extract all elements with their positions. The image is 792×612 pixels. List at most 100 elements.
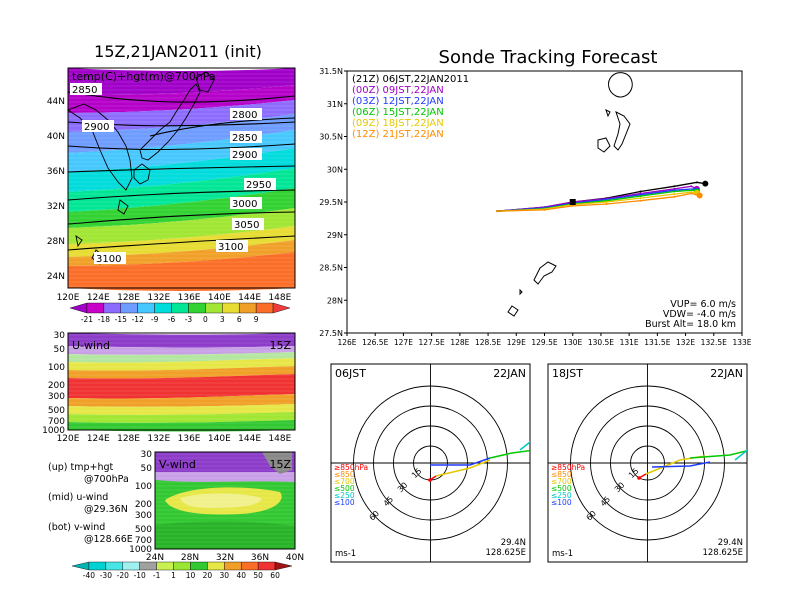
lon-tick-label: 136E	[178, 293, 201, 303]
lat-tick-label: 28.5N	[319, 264, 343, 273]
right-title: Sonde Tracking Forecast	[439, 47, 658, 68]
lat-tick-label: 28N	[181, 553, 199, 563]
pressure-tick-label: 200	[48, 381, 65, 391]
wind-colorbar: -40 -30 -20 -10 -1 1 10 20 30 40 50 60	[71, 561, 293, 580]
lon-tick-label: 130E	[563, 338, 582, 347]
pressure-tick-label: 200	[135, 500, 152, 510]
colorbar-swatch	[190, 561, 208, 571]
coastline-path	[139, 83, 201, 161]
lon-tick-label: 126E	[337, 338, 356, 347]
polar-unit: ms-1	[552, 549, 573, 559]
pressure-legend-entry: ≤250	[334, 491, 355, 500]
pressure-tick-label: 1000	[129, 545, 152, 555]
pressure-legend-entry: ≤250	[551, 491, 572, 500]
colorbar-swatch	[224, 561, 242, 571]
lon-tick-label: 140E	[208, 293, 231, 303]
pressure-tick-label: 500	[48, 406, 65, 416]
height-contours: 2800 2850 2900 2900 2950 3000 3050 3100 3100 2850	[67, 83, 296, 265]
lat-tick-label: 28N	[47, 237, 65, 247]
lat-tick-label: 32N	[47, 202, 65, 212]
lon-tick-label: 128E	[450, 338, 469, 347]
lon-tick-label: 126.5E	[362, 338, 388, 347]
lon-tick-label: 124E	[87, 293, 110, 303]
colorbar-swatch	[171, 302, 189, 314]
island-outline	[507, 305, 519, 317]
trajectory-endpoint	[702, 180, 709, 187]
trajectory-point	[690, 185, 693, 188]
colorbar-tick: 1	[171, 571, 176, 580]
trajectory-line	[497, 188, 698, 212]
lat-tick-label: 28N	[327, 296, 343, 305]
colorbar-swatch	[137, 302, 155, 314]
lon-tick-label: 144E	[238, 293, 261, 303]
lon-tick-label: 128.5E	[475, 338, 501, 347]
island-outline	[613, 111, 631, 151]
lon-tick-label: 132E	[676, 338, 695, 347]
pressure-tick-label: 700	[135, 536, 152, 546]
trajectory-point	[639, 195, 642, 198]
lon-tick-label: 127E	[394, 338, 413, 347]
contour-label: 3100	[218, 242, 243, 253]
pressure-legend-entry: ≤700	[334, 477, 355, 486]
trajectory-point	[571, 204, 574, 207]
pressure-legend-entry: ≤850	[334, 470, 355, 479]
contour-label: 2900	[232, 150, 257, 161]
colorbar-swatch	[122, 561, 140, 571]
contour-label-bg	[244, 178, 276, 190]
lon-tick-label: 120E	[57, 293, 80, 303]
colorbar-swatch	[205, 302, 223, 314]
colorbar-tick: -10	[134, 571, 146, 580]
colorbar-tick: -40	[83, 571, 95, 580]
lon-tick-label: 148E	[268, 434, 291, 444]
colorbar-swatch	[239, 302, 257, 314]
colorbar-tick: -30	[100, 571, 112, 580]
pressure-tick-label: 300	[48, 392, 65, 402]
colorbar-swatch	[173, 561, 191, 571]
track-map-panel: 31.5N 31N 30.5N 30N 29.5N 29N 28.5N 28N 27.5N 12…	[319, 67, 752, 347]
colorbar-tick: -20	[117, 571, 129, 580]
lon-tick-label: 129E	[507, 338, 526, 347]
pressure-legend-entry: ≥850hPa	[551, 463, 585, 472]
colorbar-tick: 0	[203, 315, 208, 324]
trajectory-point	[605, 201, 608, 203]
u-wind-band	[68, 394, 295, 407]
colorbar-swatch	[272, 302, 291, 314]
colorbar-swatch	[88, 561, 107, 571]
colorbar-tick: -18	[98, 315, 110, 324]
polar-lat: 29.4N	[718, 538, 743, 548]
lat-tick-label: 44N	[47, 97, 65, 107]
track-map-frame	[346, 70, 743, 334]
lat-tick-label: 29N	[327, 231, 343, 240]
u-wind-frame	[67, 332, 296, 431]
colorbar-swatch	[103, 302, 121, 314]
pressure-tick-label: 30	[141, 450, 153, 460]
height-contour	[67, 211, 296, 225]
u-wind-time: 15Z	[269, 339, 291, 352]
colorbar-swatch	[241, 561, 259, 571]
contour-label-bg	[232, 218, 264, 230]
colorbar-swatch	[86, 302, 105, 314]
pressure-legend-entry: ≤100	[334, 498, 355, 507]
polar-time: 18JST	[552, 367, 583, 380]
lon-tick-label: 132.5E	[701, 338, 727, 347]
colorbar-swatch	[105, 561, 123, 571]
pressure-legend-entry: ≤850	[551, 470, 572, 479]
trajectory-point	[673, 195, 676, 198]
hodograph-start	[428, 478, 432, 482]
colorbar-swatch	[156, 561, 174, 571]
contour-label-bg	[230, 108, 262, 120]
v-wind-frame	[154, 451, 296, 550]
lat-tick-label: 40N	[47, 132, 65, 142]
lon-tick-label: 130.5E	[588, 338, 614, 347]
temperature-band	[68, 226, 295, 257]
pressure-legend-entry: ≤500	[551, 484, 572, 493]
colorbar-tick: -3	[185, 315, 193, 324]
colorbar-tick: -1	[153, 571, 161, 580]
temperature-map-frame	[67, 67, 296, 289]
island-outline	[597, 137, 611, 153]
v-wind-label: V-wind	[159, 458, 196, 471]
